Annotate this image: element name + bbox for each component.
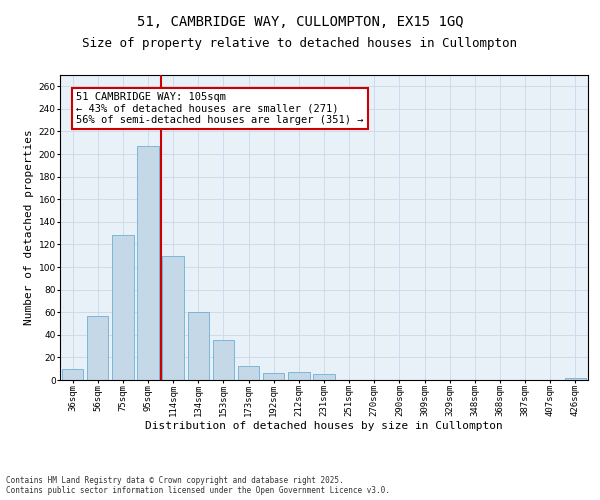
Bar [163,256,184,380]
Bar [565,378,586,380]
Bar [263,373,284,380]
X-axis label: Distribution of detached houses by size in Cullompton: Distribution of detached houses by size … [145,420,503,430]
Y-axis label: Number of detached properties: Number of detached properties [25,130,34,326]
Text: Contains HM Land Registry data © Crown copyright and database right 2025.
Contai: Contains HM Land Registry data © Crown c… [6,476,390,495]
Bar [213,340,234,380]
Text: 51 CAMBRIDGE WAY: 105sqm
← 43% of detached houses are smaller (271)
56% of semi-: 51 CAMBRIDGE WAY: 105sqm ← 43% of detach… [76,92,364,125]
Bar [188,312,209,380]
Bar [62,368,83,380]
Text: 51, CAMBRIDGE WAY, CULLOMPTON, EX15 1GQ: 51, CAMBRIDGE WAY, CULLOMPTON, EX15 1GQ [137,15,463,29]
Bar [313,374,335,380]
Bar [112,236,134,380]
Bar [288,372,310,380]
Bar [137,146,158,380]
Text: Size of property relative to detached houses in Cullompton: Size of property relative to detached ho… [83,38,517,51]
Bar [238,366,259,380]
Bar [87,316,109,380]
